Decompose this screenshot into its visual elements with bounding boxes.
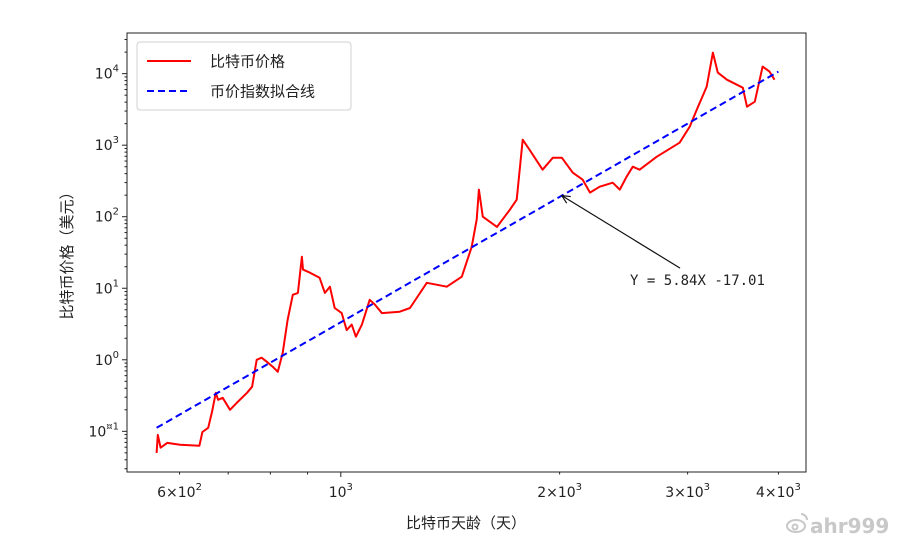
- x-tick-label: 3×103: [665, 482, 710, 501]
- x-tick-exponent: 3: [794, 482, 800, 493]
- x-axis-label: 比特币天龄（天）: [406, 514, 526, 532]
- annotation-arrow: [561, 195, 681, 269]
- x-tick-base: 6×10: [157, 485, 195, 501]
- y-tick-exponent: 1: [113, 278, 119, 289]
- x-tick-exponent: 2: [196, 482, 202, 493]
- y-tick-label: 100: [95, 350, 119, 369]
- y-tick-base: 10: [95, 67, 113, 83]
- y-tick-base: 10: [88, 424, 106, 440]
- watermark: ahr999: [786, 513, 889, 538]
- y-tick-base: 10: [95, 281, 113, 297]
- price-series-line: [155, 51, 776, 453]
- x-tick-exponent: 3: [704, 482, 710, 493]
- y-tick-base: 10: [95, 353, 113, 369]
- x-tick-exponent: 3: [576, 482, 582, 493]
- legend-label-price: 比特币价格: [210, 53, 285, 71]
- y-tick-label: 103: [95, 135, 119, 154]
- y-tick-label: 101: [95, 278, 119, 297]
- x-tick-base: 3×10: [665, 485, 703, 501]
- x-tick-label: 103: [329, 482, 353, 501]
- legend: 比特币价格 币价指数拟合线: [136, 41, 352, 111]
- legend-label-fit: 币价指数拟合线: [210, 83, 315, 101]
- annotation: Y = 5.84X -17.01: [560, 194, 765, 289]
- x-tick-exponent: 3: [347, 482, 353, 493]
- y-tick-exponent: 0: [113, 350, 119, 361]
- plot-frame: [126, 32, 807, 473]
- y-tick-label: 104: [95, 64, 119, 83]
- series-group: [155, 51, 779, 453]
- weibo-logo-icon: [786, 513, 808, 533]
- x-tick-base: 4×10: [756, 485, 794, 501]
- y-axis-label: 比特币价格（美元）: [58, 184, 76, 319]
- x-tick-label: 4×103: [756, 482, 801, 501]
- x-tick-label: 6×102: [157, 482, 202, 501]
- legend-box: [136, 41, 352, 111]
- y-tick-exponent: 3: [113, 135, 119, 146]
- watermark-text: ahr999: [810, 514, 889, 538]
- annotation-text: Y = 5.84X -17.01: [630, 273, 765, 289]
- y-tick-exponent: 2: [113, 207, 119, 218]
- x-tick-base: 2×10: [537, 485, 575, 501]
- y-tick-base: 10: [95, 210, 113, 226]
- fit-series-line: [156, 70, 779, 429]
- y-tick-label: 10¤1: [88, 421, 119, 440]
- y-tick-exponent: 4: [113, 64, 119, 75]
- annotation-arrowhead: [560, 194, 571, 204]
- y-tick-label: 102: [95, 207, 119, 226]
- x-tick-label: 2×103: [537, 482, 582, 501]
- y-tick-base: 10: [95, 138, 113, 154]
- y-tick-exponent: ¤1: [106, 421, 119, 432]
- x-tick-base: 10: [329, 485, 347, 501]
